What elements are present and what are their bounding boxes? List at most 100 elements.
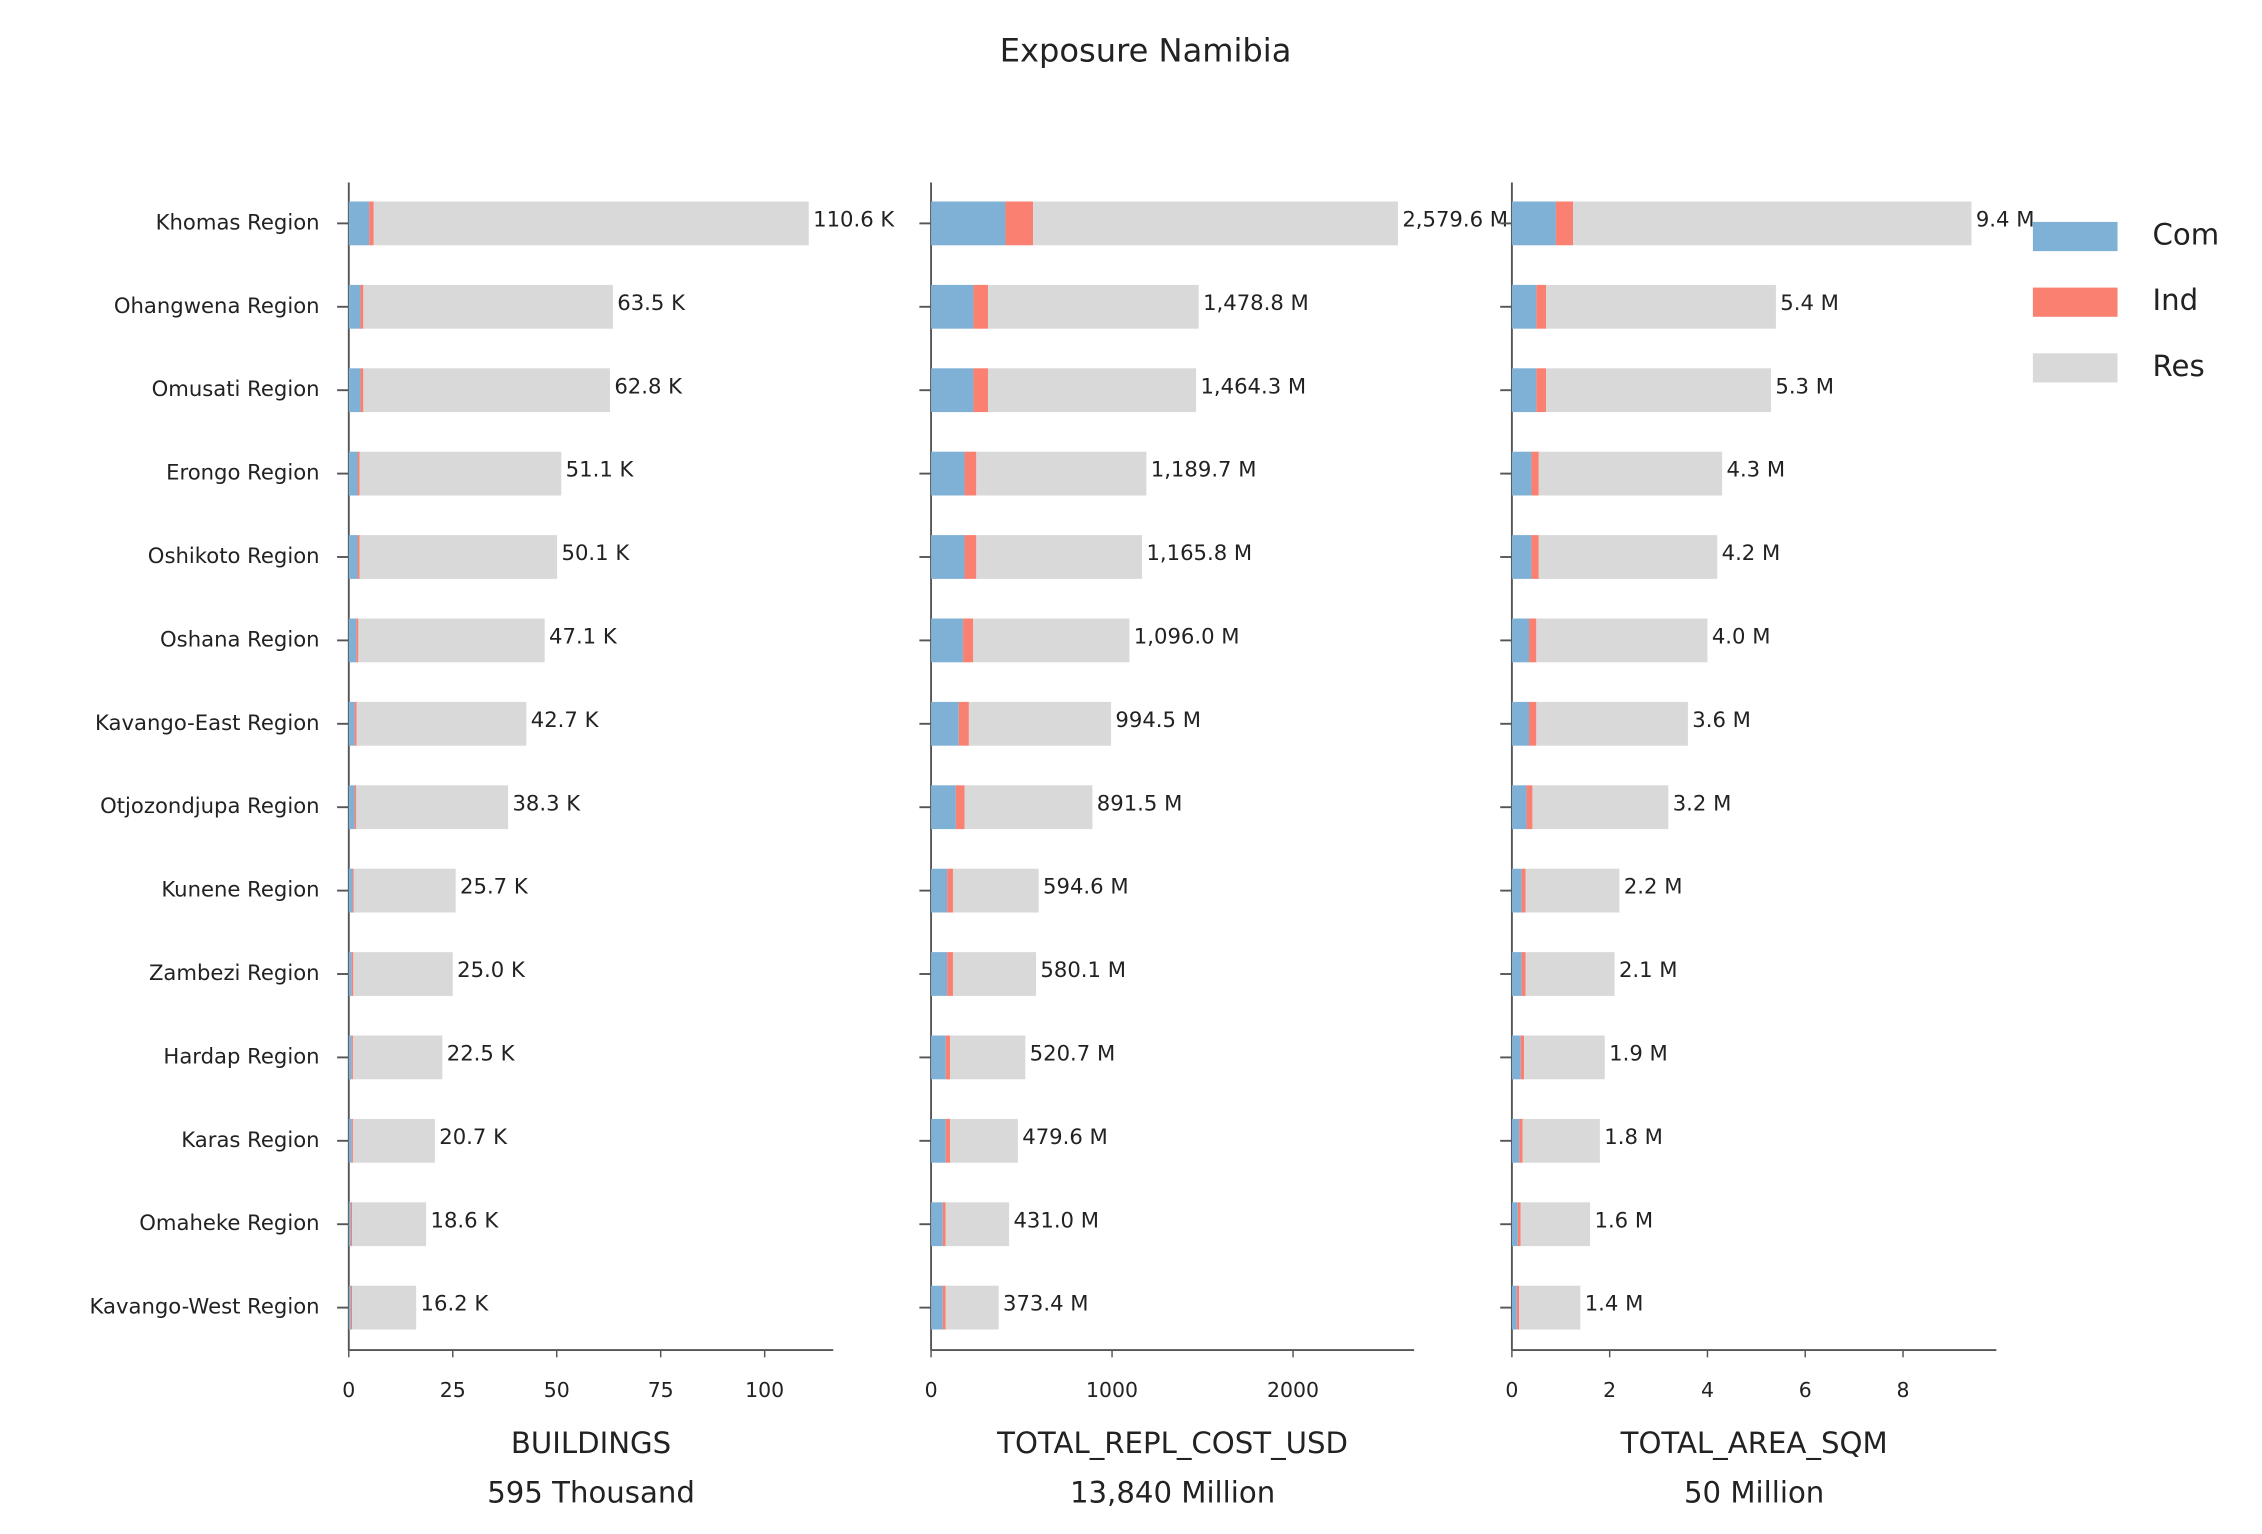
bar-segment [945, 1118, 951, 1163]
bar-segment [348, 701, 355, 746]
bar-segment [1511, 618, 1530, 663]
bar-segment [357, 451, 360, 496]
total-label: 2,579.6 M [1402, 206, 1508, 231]
y-tick-label: Kunene Region [161, 877, 319, 902]
bar-segment [958, 701, 969, 746]
bar-segment [1516, 1285, 1520, 1330]
bar-segment [931, 868, 948, 913]
bar-segment [942, 1202, 946, 1247]
total-label: 110.6 K [813, 206, 895, 231]
total-label: 994.5 M [1115, 707, 1201, 732]
bar-segment [356, 785, 509, 830]
total-label: 62.8 K [614, 373, 683, 398]
x-tick-label: 75 [648, 1378, 674, 1402]
y-tick-label: Oshana Region [160, 626, 320, 651]
total-label: 1.4 M [1585, 1291, 1644, 1316]
total-label: 1,478.8 M [1203, 290, 1309, 315]
total-label: 5.3 M [1775, 373, 1834, 398]
y-tick-label: Zambezi Region [149, 960, 320, 985]
bar-segment [976, 535, 1143, 579]
bar-segment [354, 785, 357, 830]
bar-segment [1555, 201, 1574, 246]
bar-segment [1573, 201, 1972, 246]
bar-segment [363, 368, 610, 413]
bar-segment [1521, 952, 1526, 996]
total-label: 1,096.0 M [1134, 623, 1240, 648]
x-tick-label: 4 [1701, 1378, 1714, 1402]
total-label: 520.7 M [1030, 1040, 1116, 1065]
bar-segment [351, 1118, 353, 1163]
x-axis-label: TOTAL_REPL_COST_USD [996, 1426, 1348, 1460]
total-label: 1.6 M [1594, 1207, 1653, 1232]
bar-segment [350, 1285, 353, 1330]
bar-segment [973, 618, 1130, 663]
bar-segment [356, 618, 359, 663]
bar-segment [351, 1035, 353, 1080]
x-tick-label: 1000 [1086, 1378, 1138, 1402]
bar-segment [952, 952, 1037, 996]
x-tick-label: 0 [1505, 1378, 1518, 1402]
total-label: 1,464.3 M [1200, 373, 1306, 398]
total-label: 3.2 M [1673, 790, 1732, 815]
total-label: 42.7 K [531, 707, 600, 732]
bar-segment [1546, 284, 1776, 329]
bar-segment [1536, 284, 1547, 329]
x-tick-label: 0 [342, 1378, 355, 1402]
bar-segment [348, 284, 361, 329]
bar-segment [931, 201, 1006, 246]
bar-segment [1511, 1202, 1518, 1247]
bar-segment [359, 535, 558, 579]
bar-segment [988, 368, 1197, 413]
figure-title: Exposure Namibia [1000, 32, 1292, 70]
y-tick-label: Kavango-West Region [90, 1294, 320, 1319]
total-label: 479.6 M [1022, 1124, 1108, 1149]
bar-segment [348, 368, 361, 413]
bar-segment [964, 535, 977, 579]
total-label: 594.6 M [1043, 874, 1129, 899]
bar-segment [952, 868, 1039, 913]
bar-segment [353, 868, 456, 913]
total-label: 431.0 M [1013, 1207, 1099, 1232]
bar-segment [360, 368, 364, 413]
bar-segment [1529, 701, 1537, 746]
bar-segment [1546, 368, 1772, 413]
legend-swatch [2032, 353, 2118, 383]
bar-segment [360, 284, 364, 329]
bar-segment [1522, 1118, 1600, 1163]
legend-swatch [2032, 221, 2118, 252]
bar-segment [1511, 701, 1530, 746]
bar-segment [373, 201, 809, 246]
total-label: 38.3 K [512, 790, 581, 815]
bar-segment [1536, 368, 1547, 413]
total-label: 22.5 K [447, 1040, 516, 1065]
bar-segment [1520, 1035, 1525, 1080]
x-axis-note: 13,840 Million [1070, 1475, 1275, 1509]
bar-segment [947, 868, 953, 913]
total-label: 891.5 M [1097, 790, 1183, 815]
bar-segment [1538, 535, 1718, 579]
bar-segment [945, 1202, 1010, 1247]
bar-segment [1524, 1035, 1605, 1080]
total-label: 4.0 M [1712, 623, 1771, 648]
legend-label: Res [2153, 349, 2205, 383]
total-label: 47.1 K [549, 623, 618, 648]
total-label: 2.1 M [1619, 957, 1678, 982]
bar-segment [348, 451, 358, 496]
x-tick-label: 6 [1799, 1378, 1812, 1402]
legend-label: Com [2153, 218, 2220, 252]
total-label: 20.7 K [439, 1124, 508, 1149]
bar-segment [1531, 535, 1539, 579]
bar-segment [931, 451, 965, 496]
bar-segment [1536, 618, 1708, 663]
x-tick-label: 0 [925, 1378, 938, 1402]
bar-segment [1519, 1118, 1523, 1163]
x-tick-label: 25 [440, 1378, 466, 1402]
total-label: 9.4 M [1976, 206, 2035, 231]
bar-segment [356, 701, 527, 746]
x-tick-label: 8 [1897, 1378, 1910, 1402]
total-label: 1,165.8 M [1146, 540, 1252, 565]
bar-segment [369, 201, 374, 246]
bar-segment [968, 701, 1112, 746]
total-label: 1.9 M [1609, 1040, 1668, 1065]
bar-segment [348, 868, 353, 913]
